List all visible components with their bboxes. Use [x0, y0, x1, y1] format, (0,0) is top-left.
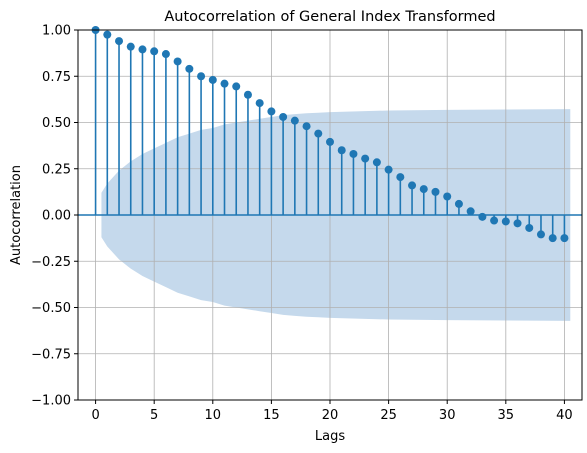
x-tick-label: 25: [380, 408, 397, 423]
y-tick-label: −1.00: [31, 394, 71, 409]
acf-point: [243, 90, 252, 99]
acf-point: [220, 79, 229, 88]
acf-point: [536, 230, 545, 239]
acf-point: [454, 199, 463, 208]
y-tick-label: −0.75: [31, 347, 71, 362]
x-tick-label: 40: [556, 408, 573, 423]
acf-point: [513, 219, 522, 228]
acf-point: [501, 217, 510, 226]
acf-point: [302, 122, 311, 131]
acf-point: [267, 107, 276, 116]
y-tick-label: −0.25: [31, 255, 71, 270]
y-tick-label: 0.50: [42, 116, 71, 131]
acf-point: [372, 158, 381, 167]
markers-layer: [91, 26, 569, 243]
y-tick-label: 0.25: [42, 162, 71, 177]
acf-point: [349, 149, 358, 158]
x-tick-label: 0: [91, 408, 99, 423]
acf-point: [548, 234, 557, 243]
acf-point: [478, 212, 487, 221]
acf-point: [408, 181, 417, 190]
x-axis-label: Lags: [315, 429, 345, 444]
acf-point: [396, 173, 405, 182]
acf-point: [419, 185, 428, 194]
x-tick-label: 35: [498, 408, 515, 423]
x-tick-label: 5: [150, 408, 158, 423]
acf-point: [466, 207, 475, 216]
acf-point: [232, 82, 241, 91]
acf-point: [384, 165, 393, 174]
acf-point: [337, 146, 346, 155]
acf-point: [255, 99, 264, 108]
ticks-layer: 0 5 10 15 20 25 30 35 40 −1.00 −0.75 −0.50 −0.25 0.00…: [31, 24, 573, 424]
x-tick-label: 15: [263, 408, 280, 423]
y-tick-label: 0.00: [42, 209, 71, 224]
acf-point: [279, 112, 288, 121]
acf-point: [197, 72, 206, 81]
acf-point: [361, 154, 370, 163]
acf-point: [326, 137, 334, 146]
acf-point: [314, 129, 323, 138]
y-axis-label: Autocorrelation: [9, 165, 24, 265]
acf-point: [208, 75, 217, 84]
stems-layer: [94, 30, 566, 239]
chart-title: Autocorrelation of General Index Transfo…: [164, 9, 495, 25]
acf-point: [431, 187, 440, 196]
acf-point: [525, 223, 534, 232]
acf-point: [290, 116, 299, 125]
x-tick-label: 30: [439, 408, 456, 423]
acf-point: [161, 50, 170, 59]
acf-point: [150, 47, 159, 56]
y-tick-label: 0.75: [42, 70, 71, 85]
acf-point: [115, 37, 124, 46]
acf-point: [185, 64, 194, 73]
acf-point: [138, 45, 147, 54]
acf-point: [103, 30, 112, 39]
acf-point: [560, 234, 569, 243]
x-tick-label: 20: [322, 408, 339, 423]
acf-point: [490, 216, 499, 225]
y-tick-label: −0.50: [31, 301, 71, 316]
y-tick-label: 1.00: [42, 24, 71, 39]
x-tick-label: 10: [205, 408, 222, 423]
acf-point: [443, 192, 452, 201]
acf-point: [126, 42, 135, 51]
acf-point: [173, 57, 182, 66]
